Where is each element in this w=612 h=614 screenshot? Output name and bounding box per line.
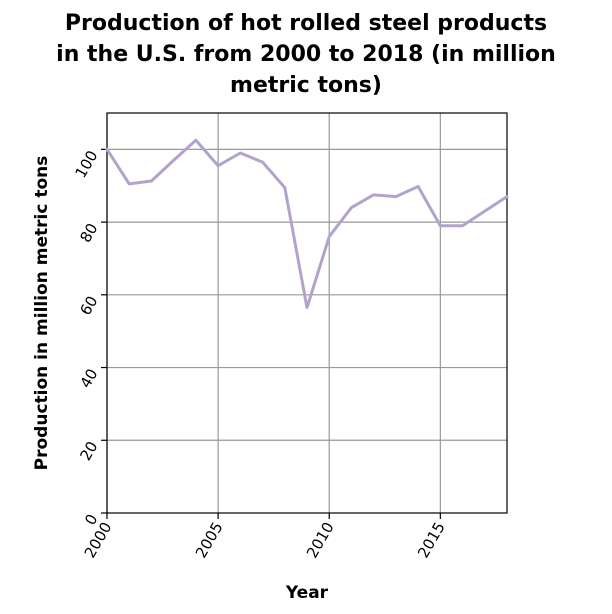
chart-title-line-1: Production of hot rolled steel products [65, 11, 547, 36]
chart-title: Production of hot rolled steel products … [56, 11, 556, 98]
series-line [105, 138, 509, 310]
y-tick-label: 80 [76, 220, 101, 246]
chart-title-line-3: metric tons) [230, 73, 382, 98]
chart-title-line-2: in the U.S. from 2000 to 2018 (in millio… [56, 42, 556, 67]
x-tick-label: 2005 [192, 519, 227, 561]
y-axis-label: Production in million metric tons [32, 156, 52, 471]
y-tick-label: 40 [76, 366, 101, 392]
y-tick-label: 100 [72, 147, 102, 181]
plot-area [106, 112, 508, 514]
grid [106, 113, 507, 513]
series [105, 138, 509, 310]
y-tick-label: 60 [76, 293, 101, 319]
y-tick-label: 20 [76, 438, 101, 464]
x-axis-label: Year [285, 583, 329, 603]
x-tick-label: 2015 [414, 519, 449, 561]
x-tick-label: 2010 [303, 519, 338, 561]
